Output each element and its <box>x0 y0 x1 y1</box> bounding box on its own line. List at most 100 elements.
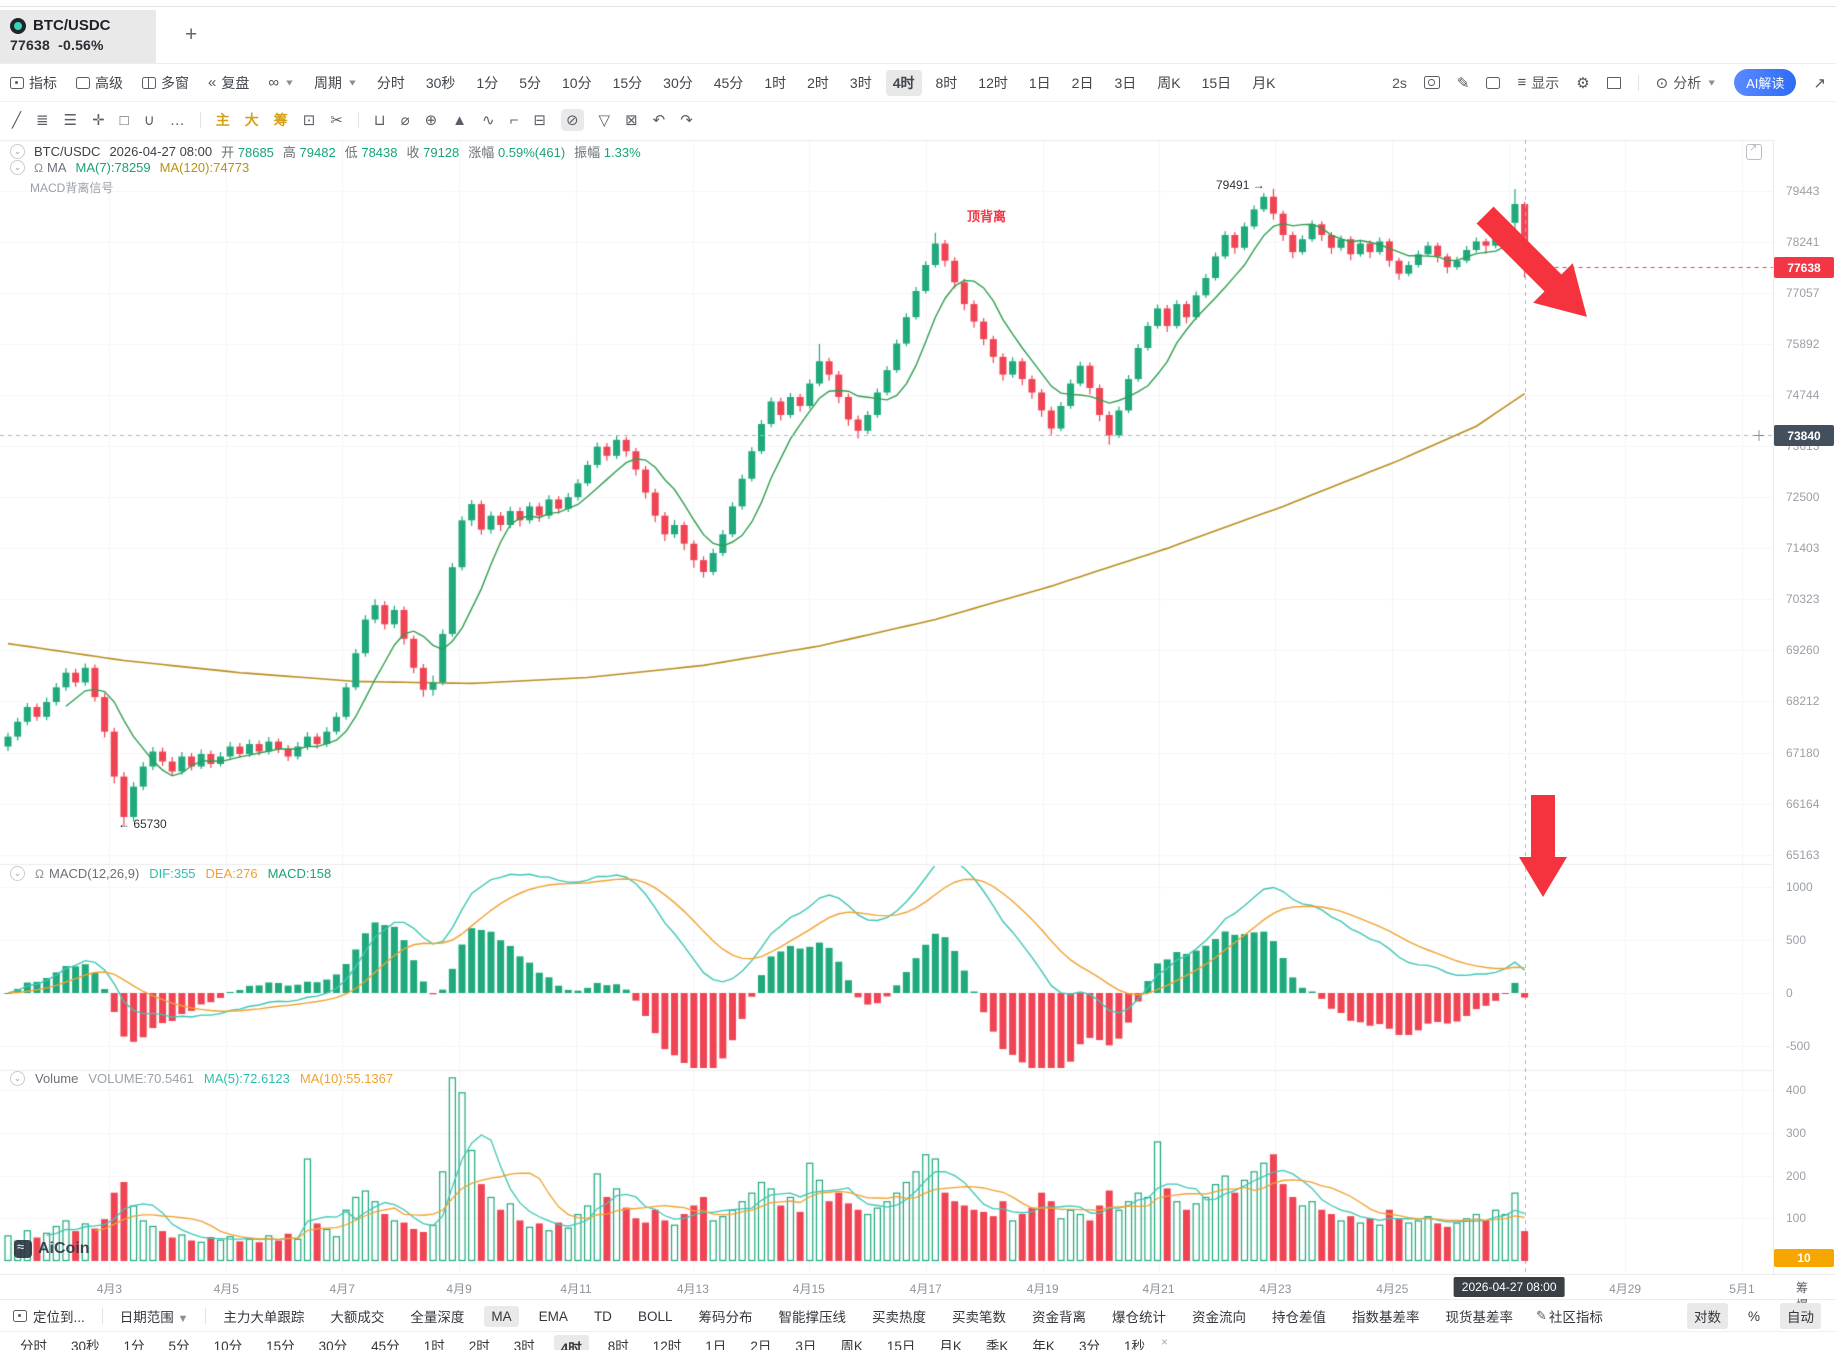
tool-买卖笔数[interactable]: 买卖笔数 <box>951 1310 1006 1325</box>
tool-主力大单跟踪[interactable]: 主力大单跟踪 <box>223 1310 305 1325</box>
timeframe-15日[interactable]: 15日 <box>886 1339 916 1350</box>
tool-买卖热度[interactable]: 买卖热度 <box>871 1310 926 1325</box>
crosshair-price-badge[interactable]: 73840 <box>1774 425 1834 446</box>
timeframe-4时[interactable]: 4时 <box>553 1335 589 1350</box>
multiwindow-button[interactable]: 多窗 <box>142 73 189 93</box>
main-chart-button[interactable]: 主 <box>215 112 230 128</box>
timeframe-30分[interactable]: 30分 <box>663 74 693 91</box>
tool-资金背离[interactable]: 资金背离 <box>1031 1310 1086 1325</box>
ai-interpret-button[interactable]: AI解读 <box>1734 69 1797 96</box>
tool-TD[interactable]: TD <box>593 1308 612 1324</box>
timeframe-分时[interactable]: 分时 <box>20 1339 47 1350</box>
collapse-icon[interactable]: ⌄ <box>10 144 25 159</box>
timeframe-12时[interactable]: 12时 <box>652 1339 682 1350</box>
timeframe-15分[interactable]: 15分 <box>266 1339 295 1350</box>
period-button[interactable]: 周期 ▼ <box>313 74 358 91</box>
template-icon[interactable]: ⊡ <box>302 112 316 129</box>
share-icon[interactable]: ↗ <box>1813 74 1826 92</box>
timeframe-周K[interactable]: 周K <box>1157 74 1181 91</box>
tool-大额成交[interactable]: 大额成交 <box>330 1310 385 1325</box>
timeframe-45分[interactable]: 45分 <box>713 74 744 91</box>
timeframe-1分[interactable]: 1分 <box>476 74 499 91</box>
marker-icon[interactable]: ▲ <box>452 111 468 129</box>
date-axis[interactable]: 4月3 4月5 4月7 4月9 4月11 4月13 4月15 4月17 4月19 4月21 4月23… <box>0 1274 1836 1300</box>
timeframe-1分[interactable]: 1分 <box>123 1339 145 1350</box>
timeframe-1时[interactable]: 1时 <box>423 1339 445 1350</box>
display-button[interactable]: ≡ 显示 <box>1517 74 1560 91</box>
tool-爆仓统计[interactable]: 爆仓统计 <box>1111 1310 1166 1325</box>
collapse-icon[interactable]: ⌄ <box>10 1071 25 1086</box>
zoom-in-icon[interactable]: ⊕ <box>424 112 438 129</box>
parallel-lines-icon[interactable]: ≣ <box>36 112 49 129</box>
timeframe-5分[interactable]: 5分 <box>519 74 541 91</box>
bell-icon[interactable]: Ω <box>34 160 43 175</box>
tool-全量深度[interactable]: 全量深度 <box>410 1310 465 1325</box>
timeframe-年K[interactable]: 年K <box>1032 1339 1055 1350</box>
date-range-button[interactable]: 日期范围 ▼ <box>119 1310 189 1325</box>
tool-MA[interactable]: MA <box>484 1305 519 1327</box>
more-tools-icon[interactable]: … <box>169 111 185 129</box>
lock-icon[interactable]: ⌐ <box>509 111 519 129</box>
tool-EMA[interactable]: EMA <box>538 1308 568 1324</box>
magnet-icon[interactable]: ⊘ <box>560 109 584 131</box>
timeframe-30秒[interactable]: 30秒 <box>425 74 456 91</box>
tool-指数基差率[interactable]: 指数基差率 <box>1351 1310 1420 1325</box>
cross-line-icon[interactable]: ✛ <box>92 112 105 129</box>
close-custom-timeframe-icon[interactable]: × <box>1160 1335 1168 1349</box>
large-order-button[interactable]: 大 <box>244 112 259 128</box>
timeframe-1日[interactable]: 1日 <box>705 1339 727 1350</box>
collapse-icon[interactable]: ⌄ <box>10 866 25 881</box>
community-indicator-button[interactable]: 社区指标 <box>1548 1310 1603 1325</box>
bookmark-icon[interactable]: ⊔ <box>373 112 386 129</box>
symbol-tab[interactable]: BTC/USDC 77638 -0.56% <box>0 10 156 63</box>
timeframe-周K[interactable]: 周K <box>840 1339 863 1350</box>
collapse-icon[interactable]: ⌄ <box>10 160 25 175</box>
tool-智能撑压线[interactable]: 智能撑压线 <box>778 1310 846 1325</box>
rectangle-icon[interactable]: □ <box>119 111 129 129</box>
filter-icon[interactable]: ▽ <box>598 112 611 129</box>
timeframe-30分[interactable]: 30分 <box>318 1339 348 1350</box>
refresh-interval[interactable]: 2s <box>1392 74 1407 91</box>
scale-自动[interactable]: 自动 <box>1780 1303 1821 1329</box>
loop-button[interactable]: ∞ ▼ <box>268 74 295 91</box>
timeframe-1日[interactable]: 1日 <box>1028 74 1051 91</box>
timeframe-15分[interactable]: 15分 <box>612 74 643 91</box>
trend-line-icon[interactable]: ╱ <box>12 112 22 129</box>
timeframe-2时[interactable]: 2时 <box>468 1339 490 1350</box>
cut-icon[interactable]: ✂ <box>330 112 343 129</box>
gear-icon[interactable]: ⚙ <box>1576 74 1590 92</box>
tool-持仓差值[interactable]: 持仓差值 <box>1271 1310 1326 1325</box>
tool-筹码分布[interactable]: 筹码分布 <box>698 1310 753 1325</box>
replay-button[interactable]: «复盘 <box>208 74 250 91</box>
timeframe-3日[interactable]: 3日 <box>1114 74 1137 91</box>
advanced-button[interactable]: 高级 <box>76 73 123 93</box>
measure-icon[interactable]: ⌀ <box>400 112 410 129</box>
timeframe-季K[interactable]: 季K <box>985 1339 1009 1350</box>
tool-现货基差率[interactable]: 现货基差率 <box>1445 1310 1513 1325</box>
wave-icon[interactable]: ∿ <box>482 112 495 129</box>
arc-icon[interactable]: ∪ <box>143 112 155 129</box>
timeframe-12时[interactable]: 12时 <box>978 74 1008 91</box>
annotation-arrow-down[interactable] <box>1519 795 1567 897</box>
timeframe-3时[interactable]: 3时 <box>849 74 872 91</box>
add-alert-icon[interactable]: ＋ <box>1752 428 1766 444</box>
timeframe-5分[interactable]: 5分 <box>168 1339 190 1350</box>
trash-icon[interactable]: ⊠ <box>625 112 638 129</box>
bell-icon[interactable]: Ω <box>35 866 44 881</box>
timeframe-30秒[interactable]: 30秒 <box>71 1339 100 1350</box>
camera-icon[interactable] <box>1423 76 1440 89</box>
timeframe-2日[interactable]: 2日 <box>1071 74 1094 91</box>
new-frame-icon[interactable] <box>1486 76 1501 89</box>
scale-%[interactable]: % <box>1747 1308 1760 1324</box>
timeframe-3分[interactable]: 3分 <box>1078 1339 1100 1350</box>
tool-BOLL[interactable]: BOLL <box>637 1308 673 1324</box>
scale-对数[interactable]: 对数 <box>1686 1303 1728 1329</box>
analyze-button[interactable]: ⊙ 分析 ▼ <box>1655 74 1718 92</box>
timeframe-10分[interactable]: 10分 <box>562 74 592 91</box>
timeframe-15日[interactable]: 15日 <box>1201 74 1232 91</box>
locate-button[interactable]: 定位到... <box>33 1310 85 1325</box>
pane-expand-icon[interactable] <box>1746 143 1762 160</box>
undo-icon[interactable]: ↶ <box>652 112 666 129</box>
timeframe-3时[interactable]: 3时 <box>513 1339 535 1350</box>
timeframe-2时[interactable]: 2时 <box>807 74 829 91</box>
